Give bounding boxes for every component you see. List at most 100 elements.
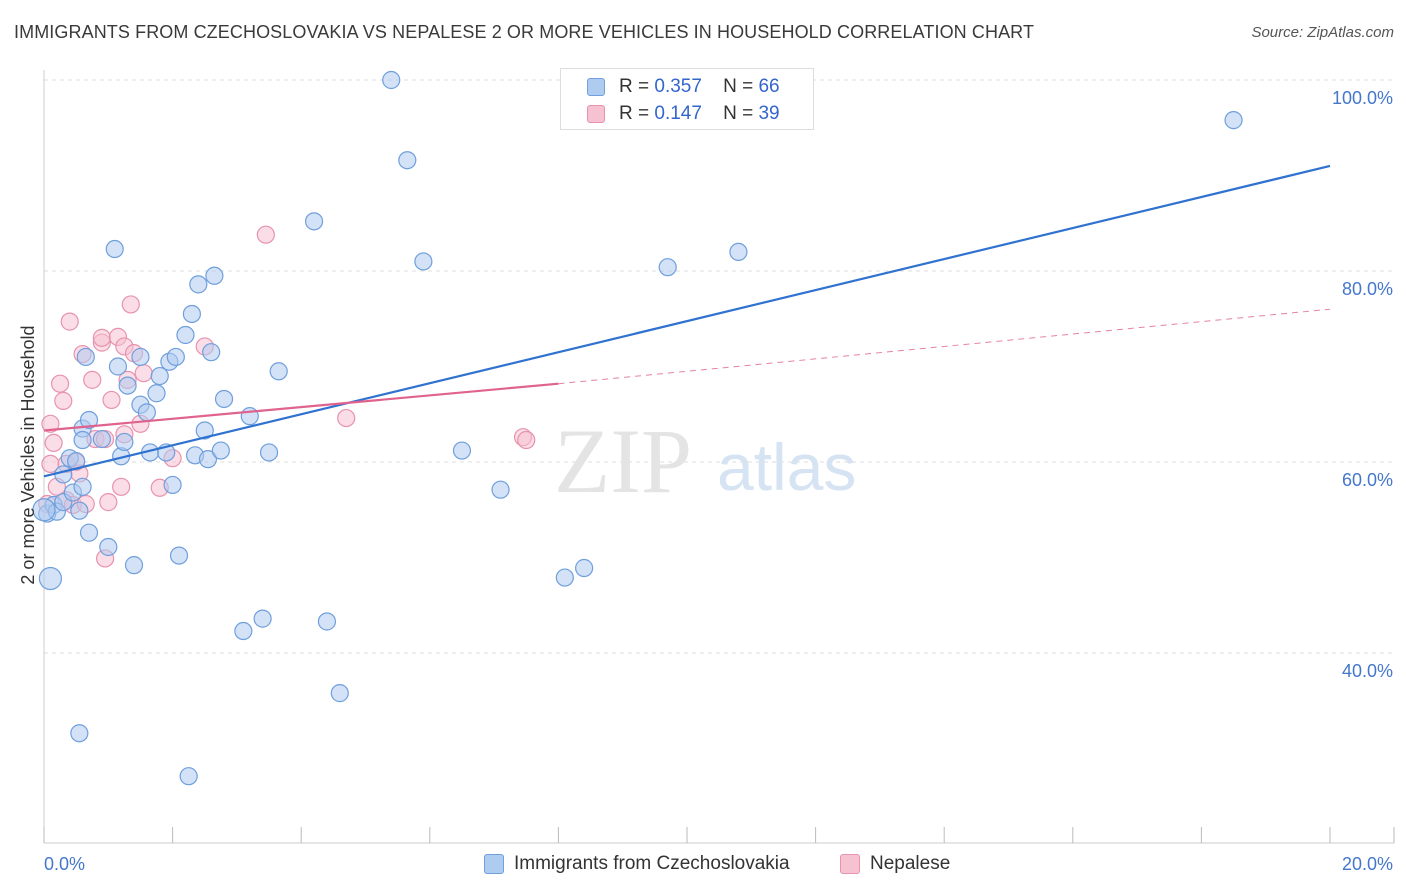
x-tick-label: 20.0%	[1342, 854, 1393, 874]
czechoslovakia-point	[137, 403, 156, 422]
czechoslovakia-point	[414, 252, 433, 271]
czechoslovakia-point	[124, 556, 144, 575]
czechoslovakia-point	[452, 441, 472, 460]
legend-label-nepalese: Nepalese	[870, 853, 951, 874]
legend-label-czechoslovakia: Immigrants from Czechoslovakia	[514, 853, 790, 874]
czechoslovakia-point	[214, 389, 234, 409]
nepalese-trend-line	[43, 382, 559, 432]
czechoslovakia-point	[211, 441, 230, 460]
czechoslovakia-point	[555, 568, 574, 587]
nepalese-point	[517, 430, 536, 450]
czechoslovakia-points	[32, 70, 1243, 786]
n-label: N =	[723, 76, 754, 97]
czechoslovakia-point	[182, 304, 201, 324]
nepalese-trend-extension	[558, 308, 1331, 385]
y-tick-label: 40.0%	[1342, 661, 1393, 681]
czechoslovakia-point	[234, 621, 253, 641]
czechoslovakia-point	[169, 546, 189, 565]
czechoslovakia-point	[729, 242, 748, 261]
y-tick-label: 60.0%	[1342, 470, 1393, 490]
nepalese-point	[92, 328, 111, 347]
blue-swatch	[484, 854, 504, 874]
czechoslovakia-point	[166, 347, 185, 367]
n-value: 39	[758, 103, 780, 124]
czechoslovakia-point	[79, 410, 99, 430]
czechoslovakia-point	[304, 212, 324, 231]
pink-swatch	[840, 854, 860, 874]
nepalese-point	[50, 374, 70, 393]
czechoslovakia-point	[253, 609, 272, 628]
czechoslovakia-point	[382, 70, 401, 90]
n-label: N =	[723, 103, 754, 124]
czechoslovakia-point	[54, 465, 73, 484]
chart-title: IMMIGRANTS FROM CZECHOSLOVAKIA VS NEPALE…	[14, 22, 1035, 42]
czechoslovakia-point	[259, 443, 279, 462]
czechoslovakia-point	[317, 612, 337, 631]
axes	[43, 70, 1395, 844]
nepalese-point	[121, 295, 140, 314]
czechoslovakia-point	[147, 384, 166, 403]
czechoslovakia-point	[73, 430, 92, 450]
nepalese-point	[112, 477, 131, 496]
czechoslovakia-point	[198, 450, 218, 469]
blue-swatch	[587, 78, 605, 96]
y-axis-label: 2 or more Vehicles in Household	[18, 325, 38, 584]
pink-swatch	[587, 105, 605, 123]
x-tick-label: 0.0%	[44, 854, 85, 874]
stats-legend: R = 0.357 N = 66 R = 0.147 N = 39	[560, 68, 814, 130]
nepalese-point	[44, 433, 63, 452]
trend-lines	[43, 164, 1331, 478]
czechoslovakia-point	[92, 429, 111, 449]
watermark-atlas: atlas	[717, 430, 856, 504]
czechoslovakia-point	[131, 347, 150, 367]
y-tick-label: 100.0%	[1332, 88, 1393, 108]
y-tick-label: 80.0%	[1342, 279, 1393, 299]
r-label: R =	[619, 76, 650, 97]
czechoslovakia-point	[575, 558, 594, 578]
czechoslovakia-point	[269, 362, 288, 381]
nepalese-point	[54, 391, 73, 410]
czechoslovakia-point	[195, 421, 214, 440]
czechoslovakia-point	[1224, 111, 1243, 130]
czechoslovakia-trend-line	[43, 164, 1331, 478]
czechoslovakia-point	[105, 239, 124, 259]
grid	[44, 79, 1394, 654]
czechoslovakia-point	[189, 275, 208, 294]
czechoslovakia-point	[38, 566, 63, 591]
source-label: Source: ZipAtlas.com	[1251, 24, 1394, 41]
czechoslovakia-point	[202, 343, 221, 362]
czechoslovakia-point	[205, 266, 224, 285]
nepalese-point	[60, 312, 79, 331]
nepalese-point	[41, 414, 60, 433]
nepalese-point	[99, 493, 118, 512]
czechoslovakia-point	[99, 537, 118, 557]
czechoslovakia-point	[179, 767, 198, 786]
r-value: 0.147	[654, 103, 702, 124]
r-label: R =	[619, 103, 650, 124]
czechoslovakia-point	[108, 357, 128, 376]
n-value: 66	[758, 76, 780, 97]
czechoslovakia-point	[491, 480, 510, 499]
nepalese-point	[256, 225, 275, 244]
watermark: ZIP atlas	[554, 410, 856, 512]
nepalese-point	[83, 370, 102, 389]
watermark-zip: ZIP	[554, 410, 692, 512]
czechoslovakia-point	[150, 366, 169, 386]
czechoslovakia-point	[176, 325, 195, 345]
czechoslovakia-point	[398, 151, 417, 170]
r-value: 0.357	[654, 76, 702, 97]
czechoslovakia-point	[118, 376, 137, 395]
czechoslovakia-point	[330, 684, 349, 703]
czechoslovakia-point	[32, 498, 56, 522]
czechoslovakia-point	[70, 501, 89, 520]
nepalese-point	[337, 408, 356, 428]
czechoslovakia-point	[115, 432, 134, 452]
nepalese-point	[134, 364, 153, 383]
tick-labels: 40.0% 60.0% 80.0% 100.0% 0.0% 20.0%	[44, 88, 1393, 874]
czechoslovakia-point	[76, 347, 95, 367]
czechoslovakia-point	[658, 258, 677, 277]
czechoslovakia-point	[163, 475, 182, 495]
czechoslovakia-point	[73, 477, 92, 496]
czechoslovakia-point	[70, 724, 89, 743]
